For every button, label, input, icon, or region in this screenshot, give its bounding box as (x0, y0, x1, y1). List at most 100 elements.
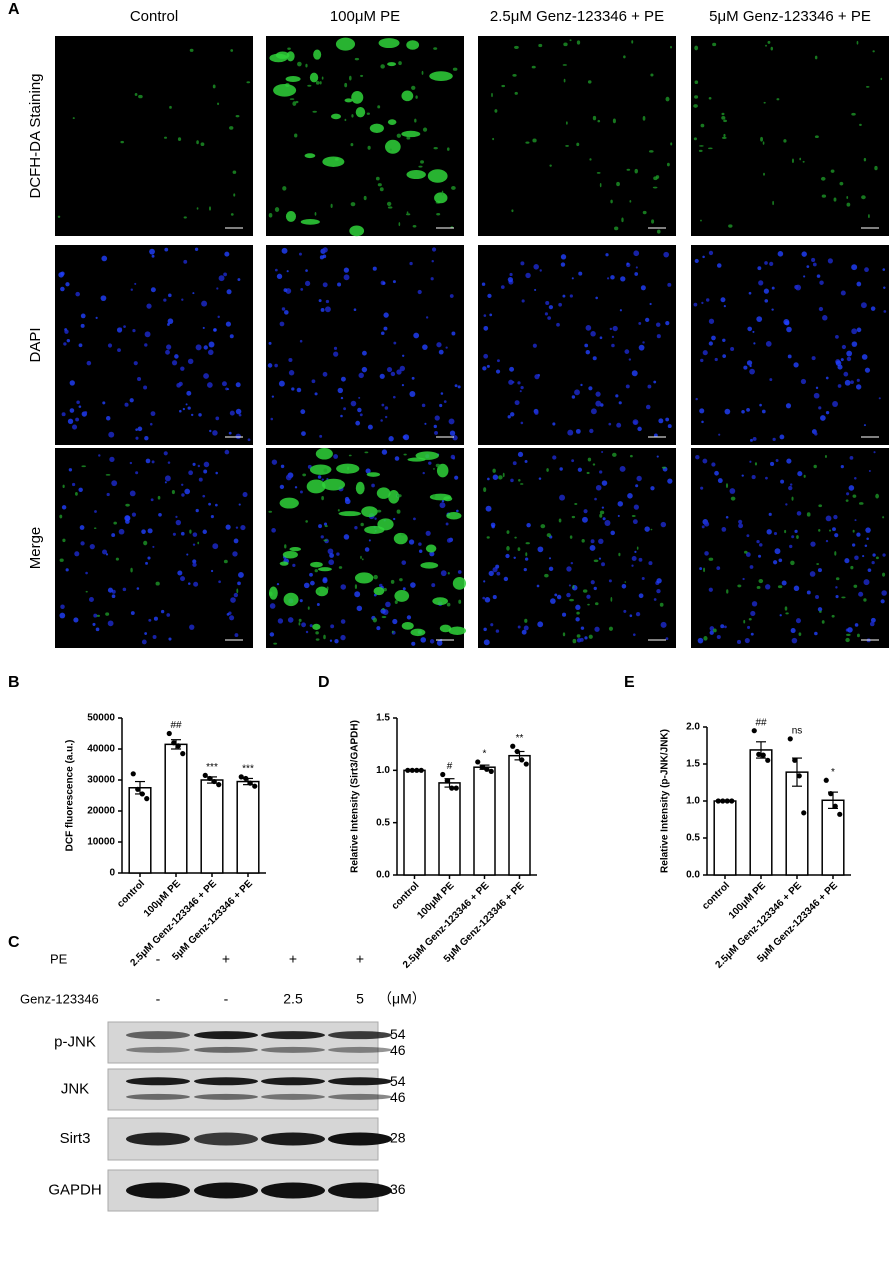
nucleus (291, 387, 295, 391)
fluorescence (599, 510, 605, 515)
fluorescence (592, 115, 597, 121)
fluorescence (386, 201, 392, 206)
nucleus (343, 534, 350, 540)
nucleus (386, 367, 393, 373)
nucleus (806, 265, 810, 269)
nucleus (180, 531, 185, 536)
fluorescence (656, 229, 661, 234)
fluorescence (350, 202, 356, 207)
nucleus (814, 631, 818, 636)
nucleus (150, 498, 154, 502)
fluorescence (875, 556, 879, 560)
fluorescence (324, 525, 328, 528)
nucleus (626, 262, 629, 265)
nucleus (276, 273, 283, 280)
nucleus (202, 529, 207, 534)
significance-label: * (831, 767, 835, 778)
nucleus (318, 299, 322, 303)
nucleus (742, 577, 745, 581)
nucleus (619, 309, 622, 312)
fluorescence (517, 547, 521, 552)
nucleus (598, 557, 602, 560)
nucleus (168, 637, 172, 641)
nucleus (165, 349, 170, 355)
nucleus (562, 612, 567, 617)
fluorescence (712, 628, 717, 633)
nucleus (288, 370, 295, 376)
nucleus (595, 391, 601, 397)
nucleus (292, 563, 296, 567)
y-tick-label: 40000 (87, 744, 115, 755)
nucleus (425, 530, 431, 536)
nucleus (835, 586, 838, 589)
fluorescence (816, 563, 820, 565)
micrograph (55, 448, 253, 648)
nucleus (766, 529, 772, 535)
nucleus (85, 571, 88, 575)
nucleus (149, 248, 155, 255)
y-axis-title: Relative Intensity (Sirt3/GAPDH) (350, 720, 361, 873)
fluorescence (196, 140, 199, 145)
nucleus (590, 408, 597, 415)
nucleus (383, 326, 388, 331)
nucleus (584, 343, 589, 348)
fluorescence (373, 574, 378, 580)
nucleus (627, 493, 633, 499)
fluorescence (212, 84, 216, 89)
nucleus (634, 550, 637, 553)
nucleus (279, 484, 285, 490)
nucleus (124, 402, 129, 407)
nucleus (160, 609, 165, 614)
nucleus (883, 286, 886, 289)
nucleus (226, 289, 232, 295)
nucleus (794, 529, 798, 533)
data-point (440, 771, 446, 778)
micrograph (478, 448, 676, 648)
fluorescence (197, 541, 200, 545)
nucleus (356, 605, 363, 612)
nucleus (723, 305, 726, 308)
nucleus (575, 604, 581, 610)
nucleus (311, 379, 316, 384)
nucleus (701, 420, 704, 424)
data-point (484, 766, 490, 772)
nucleus (353, 308, 357, 311)
micrograph (691, 448, 889, 648)
fluorescence (307, 84, 312, 87)
nucleus (495, 369, 501, 374)
nucleus (392, 618, 398, 625)
micrograph (266, 245, 464, 445)
nucleus (653, 433, 658, 438)
nucleus (574, 389, 580, 396)
fluorescence (799, 157, 802, 161)
nucleus (401, 384, 405, 387)
fluorescence (96, 614, 101, 617)
nucleus (192, 532, 198, 537)
fluorescence (597, 119, 601, 123)
fluorescence (377, 183, 382, 187)
nucleus (520, 421, 524, 425)
fluorescence (776, 98, 780, 101)
nucleus (796, 511, 802, 516)
nucleus (322, 254, 327, 259)
nucleus (855, 384, 862, 390)
fluorescence (295, 100, 299, 104)
nucleus (221, 381, 227, 387)
nucleus (274, 363, 278, 368)
fluorescence (300, 219, 320, 225)
nucleus (653, 380, 657, 384)
nucleus (192, 559, 197, 564)
fluorescence (708, 557, 714, 561)
nucleus (452, 435, 458, 441)
fluorescence (846, 196, 849, 200)
nucleus (380, 419, 383, 422)
nucleus (141, 639, 147, 645)
nucleus (167, 323, 170, 326)
nucleus (784, 320, 790, 326)
fluorescence (177, 137, 182, 142)
fluorescence (612, 452, 617, 457)
nucleus (656, 334, 661, 339)
nucleus (642, 341, 645, 344)
nucleus (182, 407, 185, 411)
image-background (55, 36, 253, 236)
